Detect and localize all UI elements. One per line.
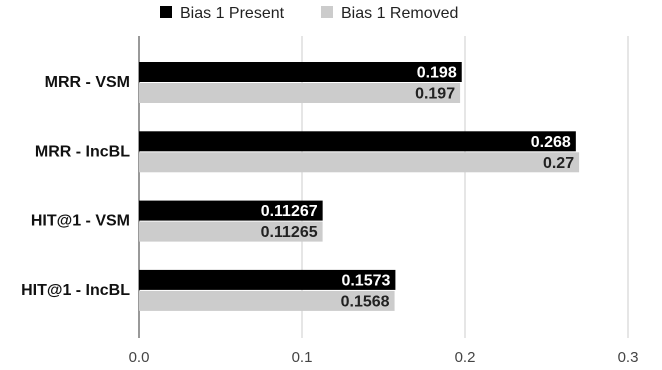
data-label: 0.1568 <box>341 293 390 310</box>
legend-swatch-1 <box>321 6 333 18</box>
x-tick-label: 0.0 <box>129 349 150 366</box>
legend-swatch-0 <box>160 6 172 18</box>
legend: Bias 1 Present Bias 1 Removed <box>160 5 458 22</box>
data-label: 0.27 <box>543 155 574 172</box>
data-label: 0.197 <box>415 86 455 103</box>
bar-removed-3 <box>139 290 395 311</box>
data-label: 0.1573 <box>341 272 390 289</box>
bar-removed-1 <box>139 152 580 173</box>
category-labels: MRR - VSM MRR - IncBL HIT@1 - VSM HIT@1 - I… <box>21 74 130 299</box>
x-tick-label: 0.2 <box>455 349 476 366</box>
legend-label-0: Bias 1 Present <box>180 5 285 22</box>
bar-present-3 <box>139 269 396 290</box>
category-label: MRR - VSM <box>45 74 130 91</box>
bar-present-2 <box>139 200 323 221</box>
x-tick-labels: 0.0 0.1 0.2 0.3 <box>129 349 639 366</box>
category-label: HIT@1 - VSM <box>31 213 130 230</box>
bar-removed-0 <box>139 83 461 103</box>
bar-present-0 <box>139 62 462 82</box>
data-label: 0.198 <box>417 65 457 82</box>
data-label: 0.11265 <box>261 224 318 241</box>
x-tick-label: 0.1 <box>292 349 313 366</box>
category-label: HIT@1 - IncBL <box>21 282 130 299</box>
data-label: 0.268 <box>531 134 571 151</box>
category-label: MRR - IncBL <box>35 143 130 160</box>
data-label: 0.11267 <box>261 203 318 220</box>
bar-removed-2 <box>139 221 323 242</box>
bars: 0.198 0.197 0.268 0.27 0.11267 0.11265 0.1573 0… <box>139 62 580 311</box>
bar-present-1 <box>139 131 576 152</box>
x-tick-label: 0.3 <box>618 349 639 366</box>
legend-label-1: Bias 1 Removed <box>341 5 458 22</box>
